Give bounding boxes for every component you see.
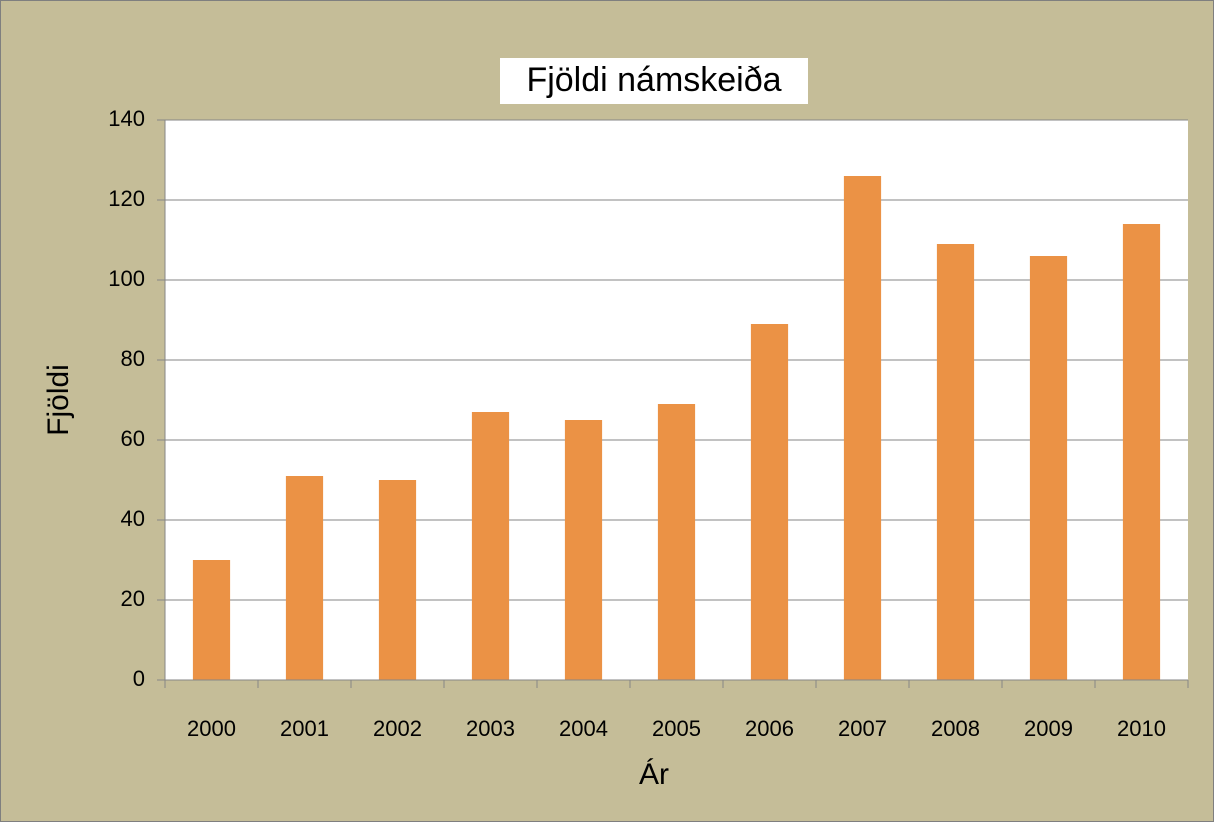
x-tick-label: 2005 xyxy=(652,716,701,741)
x-tick-label: 2006 xyxy=(745,716,794,741)
bar xyxy=(657,404,696,680)
y-tick-label: 0 xyxy=(133,666,145,691)
x-tick-label: 2003 xyxy=(466,716,515,741)
title-box xyxy=(500,58,808,104)
bar xyxy=(378,480,417,680)
x-tick-label: 2009 xyxy=(1024,716,1073,741)
chart-title: Fjöldi námskeiða xyxy=(526,61,781,99)
y-axis-label: Fjöldi xyxy=(42,364,75,436)
y-tick-label: 20 xyxy=(121,586,145,611)
x-tick-label: 2004 xyxy=(559,716,608,741)
x-tick-label: 2007 xyxy=(838,716,887,741)
bar xyxy=(192,560,231,680)
y-tick-label: 120 xyxy=(108,186,145,211)
y-tick-label: 60 xyxy=(121,426,145,451)
x-tick-label: 2010 xyxy=(1117,716,1166,741)
y-tick-label: 40 xyxy=(121,506,145,531)
x-tick-label: 2008 xyxy=(931,716,980,741)
bar xyxy=(750,324,789,680)
bar xyxy=(471,412,510,680)
y-tick-label: 100 xyxy=(108,266,145,291)
bar xyxy=(564,420,603,680)
x-axis-label: Ár xyxy=(639,758,669,791)
bar xyxy=(1029,256,1068,680)
bar xyxy=(1122,224,1161,680)
bar xyxy=(285,476,324,680)
y-tick-label: 80 xyxy=(121,346,145,371)
x-tick-label: 2000 xyxy=(187,716,236,741)
bar xyxy=(843,176,882,680)
x-tick-label: 2001 xyxy=(280,716,329,741)
bar xyxy=(936,244,975,680)
y-tick-label: 140 xyxy=(108,106,145,131)
x-tick-label: 2002 xyxy=(373,716,422,741)
